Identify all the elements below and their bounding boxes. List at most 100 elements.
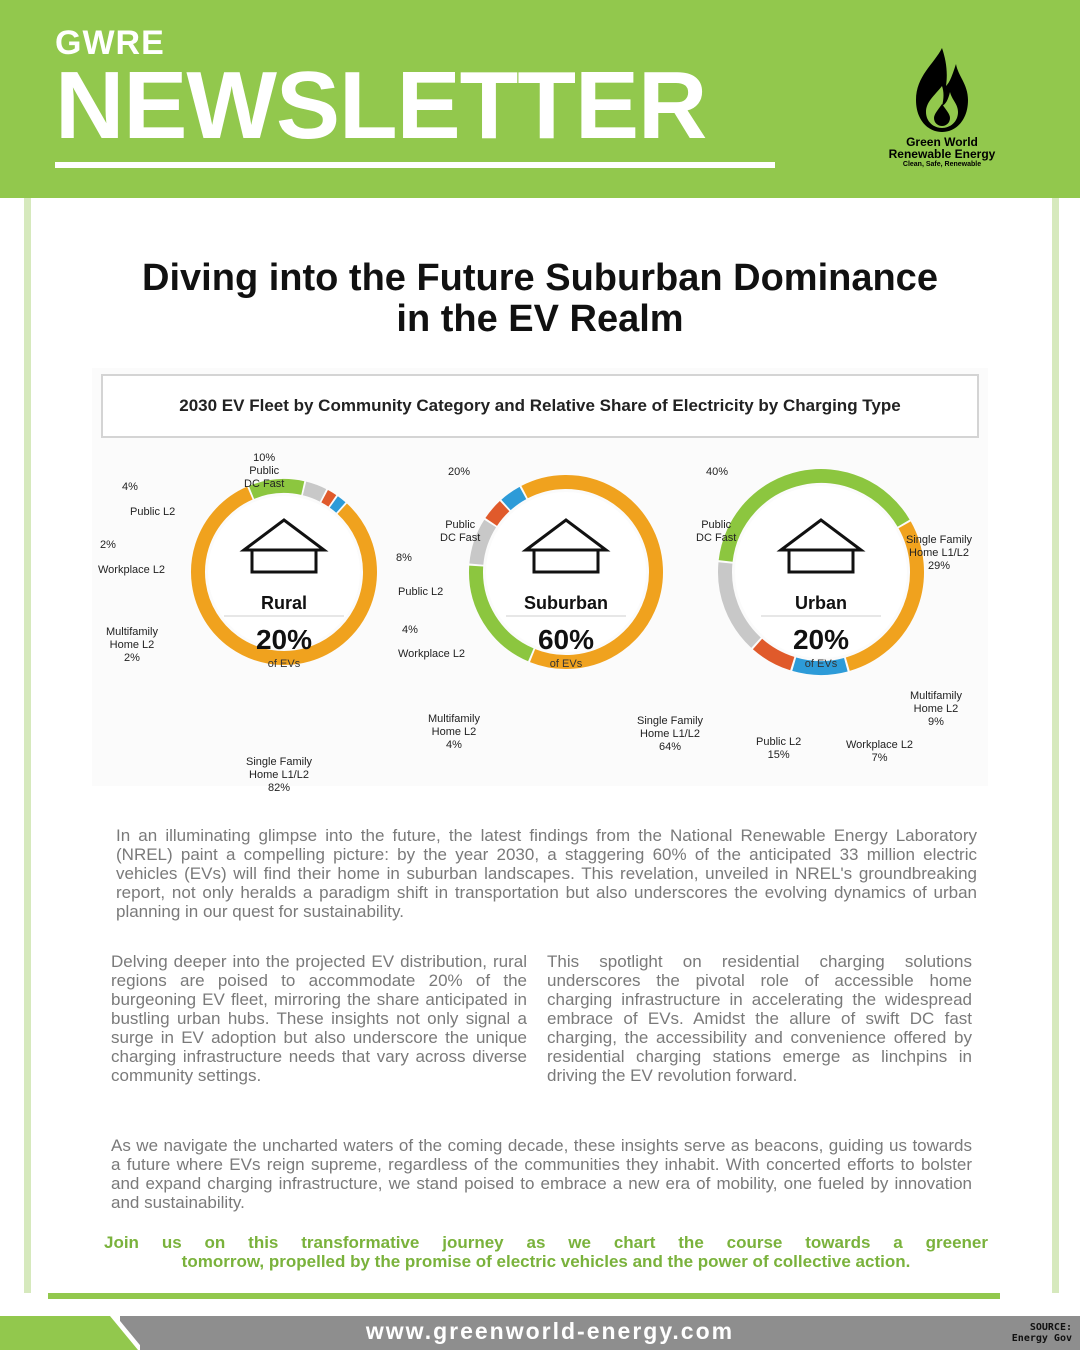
article-title-line1: Diving into the Future Suburban Dominanc… xyxy=(142,257,938,299)
intro-paragraph: In an illuminating glimpse into the futu… xyxy=(116,826,977,921)
suburban-singlefamily-l2: Home L1/L2 xyxy=(640,728,700,740)
rural-dcfast-value: 10% xyxy=(253,452,276,464)
rural-publicl2-value: 4% xyxy=(122,481,138,493)
urban-segment-0 xyxy=(718,469,910,562)
urban-segment-1 xyxy=(845,521,924,671)
urban-multifamily-l1: Multifamily xyxy=(910,690,962,702)
suburban-singlefamily-l1: Single Family xyxy=(637,715,704,727)
suburban-segment-1 xyxy=(469,565,534,662)
suburban-segment-2 xyxy=(469,519,497,566)
brand-label: GWRE xyxy=(55,24,165,62)
rural-name: Rural xyxy=(260,593,307,613)
urban-multifamily-l2: Home L2 xyxy=(913,703,959,715)
call-to-action: Join us on this transformative journey a… xyxy=(104,1233,988,1271)
suburban-workplace-value: 4% xyxy=(402,624,418,636)
urban-of-evs: of EVs xyxy=(804,658,838,670)
logo-name-line1: Green World xyxy=(906,135,978,149)
rural-singlefamily-l2: Home L1/L2 xyxy=(249,769,309,781)
rural-share: 20% xyxy=(255,624,313,655)
ev-fleet-infographic: 2030 EV Fleet by Community Category and … xyxy=(92,368,988,794)
newsletter-title: NEWSLETTER xyxy=(55,52,707,159)
cta-line2: tomorrow, propelled by the promise of el… xyxy=(181,1252,911,1271)
right-border xyxy=(1052,198,1059,1293)
suburban-multifamily-l1: Multifamily xyxy=(428,713,480,725)
urban-share: 20% xyxy=(792,624,850,655)
rural-multifamily-l2: Home L2 xyxy=(109,639,155,651)
urban-singlefamily-l2: Home L1/L2 xyxy=(909,547,969,559)
urban-workplace-value: 7% xyxy=(871,752,888,764)
rural-publicl2-label: Public L2 xyxy=(130,506,176,518)
urban-singlefamily-value: 29% xyxy=(928,560,951,572)
urban-segment-2 xyxy=(792,657,848,675)
suburban-multifamily-label: Multifamily Home L2 4% xyxy=(428,713,480,752)
urban-workplace-label: Workplace L2 7% xyxy=(846,739,913,765)
figure-title: 2030 EV Fleet by Community Category and … xyxy=(101,374,979,438)
rural-segment-1 xyxy=(248,479,305,499)
rural-dcfast-label: 10% Public DC Fast xyxy=(244,452,284,491)
article-title-line2: in the EV Realm xyxy=(396,298,684,340)
rural-segment-2 xyxy=(302,481,327,502)
suburban-multifamily-l2: Home L2 xyxy=(431,726,477,738)
urban-dcfast-l1: Public xyxy=(701,519,732,531)
source-credit: SOURCE: Energy Gov xyxy=(990,1322,1072,1344)
rural-segment-0 xyxy=(191,486,377,665)
header-divider xyxy=(55,162,775,168)
suburban-share: 60% xyxy=(537,624,595,655)
urban-singlefamily-l1: Single Family xyxy=(906,534,973,546)
urban-segment-3 xyxy=(752,638,795,671)
rural-singlefamily-label: Single Family Home L1/L2 82% xyxy=(246,756,312,795)
company-logo: Green World Renewable Energy Clean, Safe… xyxy=(868,44,1016,174)
urban-workplace-l1: Workplace L2 xyxy=(846,739,914,751)
rural-of-evs: of EVs xyxy=(267,658,301,670)
logo-company-name: Green World Renewable Energy xyxy=(868,136,1016,160)
website-link[interactable]: www.greenworld-energy.com xyxy=(365,1318,735,1344)
suburban-publicl2-label: Public L2 xyxy=(398,586,444,598)
donut-charts xyxy=(191,469,924,675)
left-column-paragraph: Delving deeper into the projected EV dis… xyxy=(111,952,527,1085)
suburban-of-evs: of EVs xyxy=(549,658,583,670)
cta-line1: Join us on this transformative journey a… xyxy=(104,1233,988,1252)
urban-dcfast-l2: DC Fast xyxy=(696,532,737,544)
suburban-segment-4 xyxy=(501,486,527,511)
suburban-publicl2-value: 8% xyxy=(396,552,412,564)
footer-bar xyxy=(120,1316,1080,1350)
suburban-singlefamily-value: 64% xyxy=(659,741,682,753)
suburban-name: Suburban xyxy=(524,593,608,613)
source-value: Energy Gov xyxy=(1011,1333,1072,1344)
urban-multifamily-label: Multifamily Home L2 9% xyxy=(910,690,962,729)
suburban-multifamily-value: 4% xyxy=(446,739,462,751)
rural-singlefamily-l1: Single Family xyxy=(246,756,313,768)
urban-publicl2-l1: Public L2 xyxy=(756,736,802,748)
suburban-singlefamily-label: Single Family Home L1/L2 64% xyxy=(637,715,703,754)
article-title: Diving into the Future Suburban Dominanc… xyxy=(90,258,990,340)
rural-multifamily-value: 2% xyxy=(124,652,140,664)
suburban-dcfast-l1: Public xyxy=(445,519,476,531)
urban-publicl2-label: Public L2 15% xyxy=(756,736,801,762)
suburban-building-icon xyxy=(521,518,611,574)
suburban-segment-0 xyxy=(521,475,663,669)
urban-dcfast-label: Public DC Fast xyxy=(696,519,736,545)
left-border xyxy=(24,198,31,1293)
footer-divider xyxy=(48,1293,1000,1299)
urban-publicl2-value: 15% xyxy=(767,749,790,761)
logo-name-line2: Renewable Energy xyxy=(888,147,996,161)
urban-building-icon xyxy=(776,518,866,574)
closing-paragraph: As we navigate the uncharted waters of t… xyxy=(111,1136,972,1212)
urban-multifamily-value: 9% xyxy=(928,716,944,728)
rural-singlefamily-value: 82% xyxy=(268,782,291,794)
rural-multifamily-l1: Multifamily xyxy=(106,626,158,638)
rural-segment-4 xyxy=(329,496,346,513)
rural-dcfast-l2: DC Fast xyxy=(244,478,285,490)
rural-workplace-label: Workplace L2 xyxy=(98,564,166,576)
rural-dcfast-l1: Public xyxy=(249,465,280,477)
suburban-workplace-label: Workplace L2 xyxy=(398,648,466,660)
suburban-dcfast-label: Public DC Fast xyxy=(440,519,480,545)
rural-multifamily-label: Multifamily Home L2 2% xyxy=(106,626,158,665)
suburban-dcfast-value: 20% xyxy=(448,466,471,478)
urban-name: Urban xyxy=(794,593,847,613)
rural-segment-3 xyxy=(321,490,337,507)
rural-workplace-value: 2% xyxy=(100,539,116,551)
right-column-paragraph: This spotlight on residential charging s… xyxy=(547,952,972,1085)
rural-building-icon xyxy=(239,518,329,574)
urban-segment-4 xyxy=(718,562,761,648)
